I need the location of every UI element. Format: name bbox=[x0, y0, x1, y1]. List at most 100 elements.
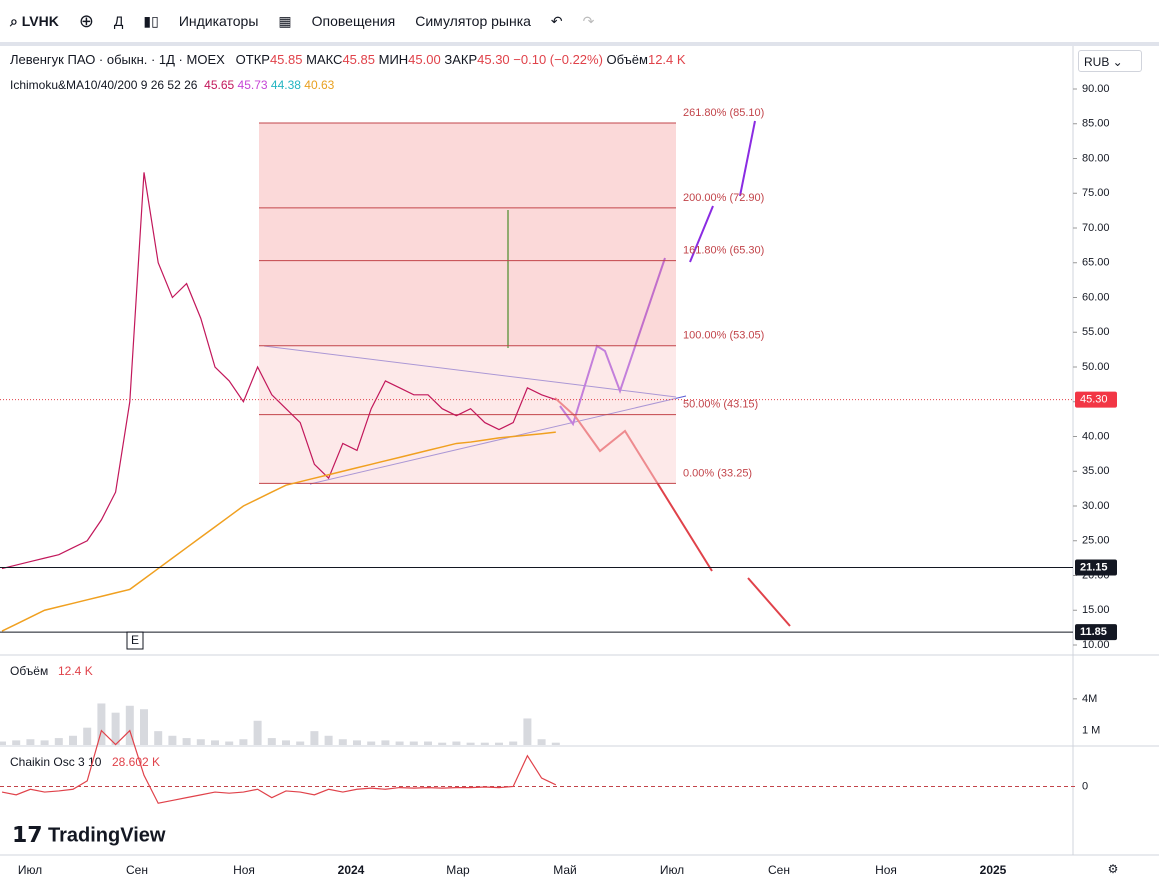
x-tick-label: Ноя bbox=[875, 863, 897, 877]
ohlc-value: 45.00 bbox=[408, 52, 441, 67]
volume-bar bbox=[282, 740, 290, 745]
toolbar: ⌕ LVHK ⊕ Д ▮▯ Индикаторы ▦ Оповещения Си… bbox=[0, 0, 1159, 46]
volume-bar bbox=[438, 742, 447, 745]
y-tick-label: 1 M bbox=[1082, 724, 1100, 736]
price-line bbox=[1, 172, 556, 570]
y-tick-label: 40.00 bbox=[1082, 430, 1110, 442]
pane-label: Объём bbox=[10, 664, 48, 678]
x-tick-label: Ноя bbox=[233, 863, 255, 877]
chart: E 𝟭𝟳 TradingView ⚙ 90.00 85.00 80.00 75.00 7… bbox=[0, 46, 1159, 877]
currency[interactable]: RUB ⌄ bbox=[1078, 50, 1142, 72]
x-tick-label: Май bbox=[553, 863, 577, 877]
volume-bar bbox=[196, 739, 205, 745]
volume-bar bbox=[353, 740, 361, 745]
volume-bar bbox=[381, 740, 390, 745]
alerts[interactable]: Оповещения bbox=[311, 13, 396, 29]
fib-label: 161.80% (65.30) bbox=[683, 245, 764, 257]
interval[interactable]: Д bbox=[113, 13, 124, 29]
settings[interactable]: ⚙ bbox=[1108, 862, 1119, 876]
y-tick-label: 10.00 bbox=[1082, 639, 1110, 651]
chaikin-line bbox=[1, 729, 557, 804]
indicator-value: 45.73 bbox=[237, 78, 268, 92]
brand-name: TradingView bbox=[48, 824, 166, 846]
replay[interactable]: Симулятор рынка bbox=[415, 13, 531, 29]
ohlc-label: МИН bbox=[378, 52, 409, 67]
y-tick-label: 50.00 bbox=[1082, 361, 1110, 373]
arrow-path bbox=[689, 205, 714, 263]
pane-value: 12.4 K bbox=[58, 664, 93, 678]
y-tick-label: 65.00 bbox=[1082, 257, 1110, 269]
volume-bar bbox=[310, 731, 319, 745]
arrow-path bbox=[747, 577, 791, 627]
brand-logo: 𝟭𝟳 bbox=[12, 822, 43, 847]
pane-value: 28.602 K bbox=[112, 755, 160, 769]
y-tick-label: 80.00 bbox=[1082, 152, 1110, 164]
x-tick-label: Сен bbox=[768, 863, 790, 877]
volume-bar bbox=[154, 731, 163, 745]
indicator-name: Ichimoku&MA10/40/200 9 26 52 26 bbox=[10, 78, 198, 92]
y-tick-label: 30.00 bbox=[1082, 500, 1110, 512]
price-badge bbox=[1075, 391, 1117, 408]
symbol[interactable]: ⌕ LVHK bbox=[10, 12, 59, 29]
volume-bar bbox=[395, 741, 404, 745]
symbol-title: Левенгук ПАО · обыкн. · 1Д · MOEX bbox=[10, 52, 225, 67]
volume-bar bbox=[466, 742, 475, 745]
volume-bar bbox=[452, 741, 461, 745]
x-tick-label: Июл bbox=[660, 863, 684, 877]
x-tick-label: 2024 bbox=[338, 863, 365, 877]
chart-type[interactable]: ▮▯ bbox=[143, 12, 159, 29]
fib-label: 50.00% (43.15) bbox=[683, 399, 758, 411]
volume-bar bbox=[424, 741, 432, 745]
volume-bar bbox=[168, 735, 177, 745]
price-badge-text: 45.30 bbox=[1080, 394, 1108, 406]
volume-bar bbox=[523, 718, 532, 745]
pane-label: Chaikin Osc 3 10 bbox=[10, 755, 102, 769]
change: −0.10 (−0.22%) bbox=[513, 52, 603, 67]
volume-bar bbox=[40, 740, 49, 745]
earnings-text: E bbox=[131, 633, 139, 647]
volume-bar bbox=[551, 742, 560, 745]
volume-value: 12.4 K bbox=[647, 52, 686, 67]
volume-bar bbox=[367, 741, 376, 745]
y-tick-label: 60.00 bbox=[1082, 291, 1110, 303]
x-tick-label: Июл bbox=[18, 863, 42, 877]
arrow-path bbox=[739, 120, 756, 197]
ohlc-label: ОТКР bbox=[235, 52, 270, 67]
volume-bar bbox=[182, 738, 191, 745]
indicator-value: 40.63 bbox=[304, 78, 335, 92]
templates[interactable]: ▦ bbox=[278, 12, 292, 29]
currency-text: RUB bbox=[1084, 55, 1110, 69]
volume-bar bbox=[239, 739, 248, 745]
redo[interactable]: ↷ bbox=[582, 12, 595, 29]
y-tick-label: 85.00 bbox=[1082, 118, 1110, 130]
volume-label: Объём bbox=[606, 52, 648, 67]
y-tick-label: 55.00 bbox=[1082, 326, 1110, 338]
y-tick-label: 90.00 bbox=[1082, 83, 1110, 95]
volume-bar bbox=[69, 735, 77, 745]
add[interactable]: ⊕ bbox=[78, 10, 94, 31]
symbol-text: LVHK bbox=[21, 12, 59, 29]
undo[interactable]: ↶ bbox=[550, 12, 563, 29]
volume-bar bbox=[225, 741, 234, 745]
volume-bar bbox=[267, 738, 276, 745]
volume-bar bbox=[26, 739, 35, 745]
ohlc-label: ЗАКР bbox=[444, 52, 478, 67]
ohlc-label: МАКС bbox=[306, 52, 343, 67]
volume-bar bbox=[296, 741, 305, 745]
volume-bar bbox=[253, 720, 262, 745]
y-tick-label: 70.00 bbox=[1082, 222, 1110, 234]
volume-bar bbox=[324, 735, 333, 745]
volume-bar bbox=[509, 741, 518, 745]
x-tick-label: 2025 bbox=[980, 863, 1007, 877]
price-line bbox=[1, 431, 556, 632]
volume-bar bbox=[211, 740, 219, 745]
fib-label: 261.80% (85.10) bbox=[683, 107, 764, 119]
fib-zone bbox=[259, 123, 676, 346]
level-badge-text: 11.85 bbox=[1080, 626, 1107, 638]
indicator-value: 44.38 bbox=[270, 78, 301, 92]
y-tick-label: 75.00 bbox=[1082, 187, 1110, 199]
level-badge bbox=[1075, 624, 1117, 641]
indicators[interactable]: Индикаторы bbox=[178, 13, 259, 29]
volume-bar bbox=[495, 742, 503, 745]
